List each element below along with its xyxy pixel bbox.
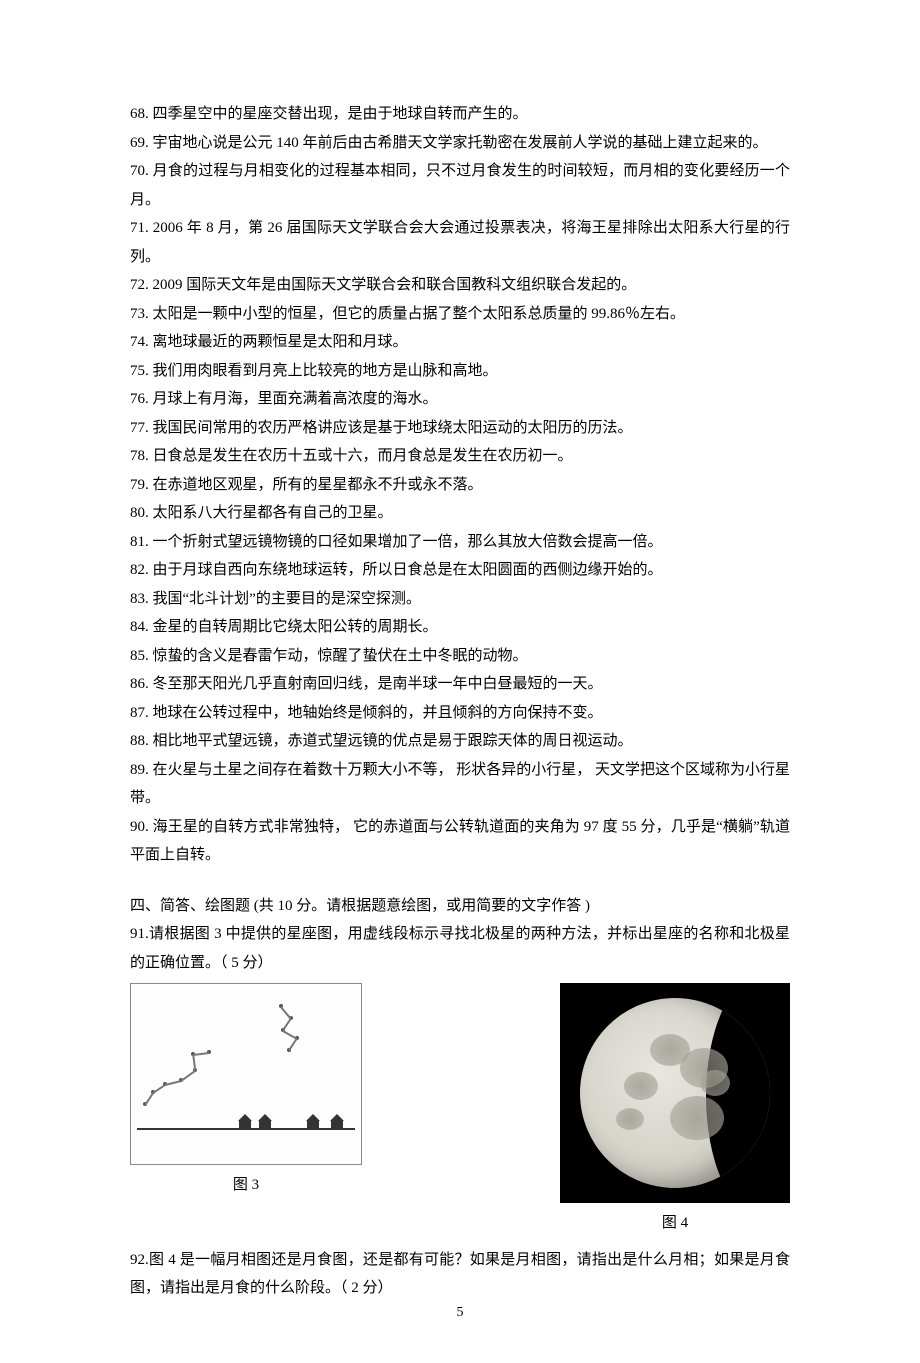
judgment-item: 73. 太阳是一颗中小型的恒星，但它的质量占据了整个太阳系总质量的 99.86％… xyxy=(130,300,790,329)
judgment-item: 87. 地球在公转过程中，地轴始终是倾斜的，并且倾斜的方向保持不变。 xyxy=(130,699,790,728)
constellation-line xyxy=(165,1080,181,1085)
lunar-mare xyxy=(700,1070,730,1096)
question-91: 91.请根据图 3 中提供的星座图，用虚线段标示寻找北极星的两种方法，并标出星座… xyxy=(130,920,790,977)
judgment-item: 72. 2009 国际天文年是由国际天文学联合会和联合国教科文组织联合发起的。 xyxy=(130,271,790,300)
judgment-item: 74. 离地球最近的两颗恒星是太阳和月球。 xyxy=(130,328,790,357)
figure-4-image xyxy=(560,983,790,1203)
figures-row: 图 3 图 4 xyxy=(130,983,790,1238)
figure-3: 图 3 xyxy=(130,983,362,1238)
judgment-item: 78. 日食总是发生在农历十五或十六，而月食总是发生在农历初一。 xyxy=(130,442,790,471)
judgment-item: 90. 海王星的自转方式非常独特， 它的赤道面与公转轨道面的夹角为 97 度 5… xyxy=(130,813,790,870)
judgment-item: 85. 惊蛰的含义是春雷乍动，惊醒了蛰伏在土中冬眠的动物。 xyxy=(130,642,790,671)
judgment-item: 77. 我国民间常用的农历严格讲应该是基于地球绕太阳运动的太阳历的历法。 xyxy=(130,414,790,443)
constellation-line xyxy=(144,1092,153,1105)
judgment-item: 76. 月球上有月海，里面充满着高浓度的海水。 xyxy=(130,385,790,414)
moon-icon xyxy=(580,998,770,1188)
judgment-item: 80. 太阳系八大行星都各有自己的卫星。 xyxy=(130,499,790,528)
judgment-item: 89. 在火星与土星之间存在着数十万颗大小不等， 形状各异的小行星， 天文学把这… xyxy=(130,756,790,813)
section-4-heading: 四、简答、绘图题 (共 10 分。请根据题意绘图，或用简要的文字作答 ) xyxy=(130,892,790,921)
judgment-item: 69. 宇宙地心说是公元 140 年前后由古希腊天文学家托勒密在发展前人学说的基… xyxy=(130,129,790,158)
figure-3-image xyxy=(130,983,362,1165)
hut-icon xyxy=(239,1121,251,1130)
judgment-item: 68. 四季星空中的星座交替出现，是由于地球自转而产生的。 xyxy=(130,100,790,129)
constellation-line xyxy=(282,1018,291,1031)
hut-icon xyxy=(307,1121,319,1130)
question-92: 92.图 4 是一幅月相图还是月食图，还是都有可能？如果是月相图，请指出是什么月… xyxy=(130,1246,790,1303)
judgment-item: 86. 冬至那天阳光几乎直射南回归线，是南半球一年中白昼最短的一天。 xyxy=(130,670,790,699)
constellation-line xyxy=(193,1052,209,1055)
hut-icon xyxy=(331,1121,343,1130)
lunar-mare xyxy=(670,1096,724,1140)
judgment-item: 70. 月食的过程与月相变化的过程基本相同，只不过月食发生的时间较短，而月相的变… xyxy=(130,157,790,214)
constellation-line xyxy=(153,1084,166,1093)
judgment-item: 82. 由于月球自西向东绕地球运转，所以日食总是在太阳圆面的西侧边缘开始的。 xyxy=(130,556,790,585)
figure-3-caption: 图 3 xyxy=(233,1171,259,1200)
judgment-item: 84. 金星的自转周期比它绕太阳公转的周期长。 xyxy=(130,613,790,642)
judgment-item: 83. 我国“北斗计划”的主要目的是深空探测。 xyxy=(130,585,790,614)
judgment-item: 79. 在赤道地区观星，所有的星星都永不升或永不落。 xyxy=(130,471,790,500)
constellation-line xyxy=(288,1038,297,1051)
judgment-item: 71. 2006 年 8 月，第 26 届国际天文学联合会大会通过投票表决，将海… xyxy=(130,214,790,271)
constellation-line xyxy=(181,1070,196,1081)
judgment-item: 88. 相比地平式望远镜，赤道式望远镜的优点是易于跟踪天体的周日视运动。 xyxy=(130,727,790,756)
figure-4-caption: 图 4 xyxy=(662,1209,688,1238)
hut-icon xyxy=(259,1121,271,1130)
judgment-item: 75. 我们用肉眼看到月亮上比较亮的地方是山脉和高地。 xyxy=(130,357,790,386)
lunar-mare xyxy=(616,1108,644,1130)
figure-4: 图 4 xyxy=(560,983,790,1238)
judgment-item: 81. 一个折射式望远镜物镜的口径如果增加了一倍，那么其放大倍数会提高一倍。 xyxy=(130,528,790,557)
page-number: 5 xyxy=(0,1300,920,1327)
lunar-mare xyxy=(624,1072,658,1100)
